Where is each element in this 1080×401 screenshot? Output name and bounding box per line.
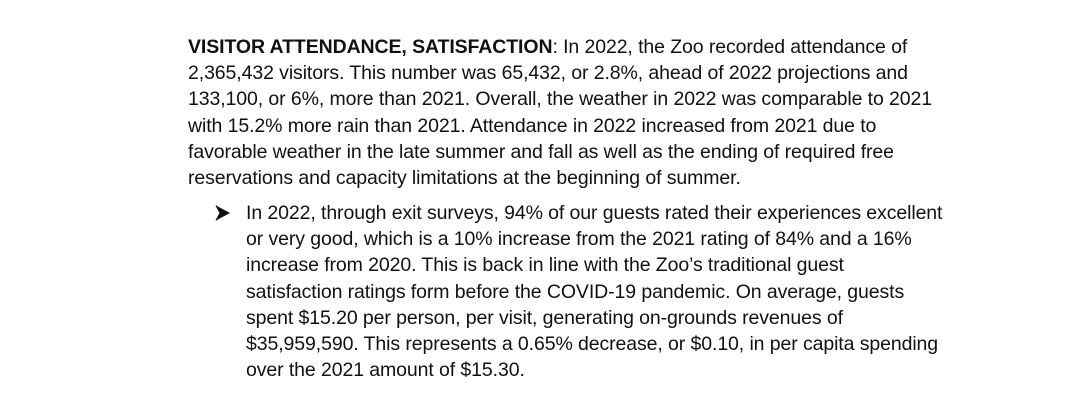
paragraph-line-6: reservations and capacity limitations at… [188, 167, 741, 190]
paragraph-line-text: : In 2022, the Zoo recorded attendance o… [552, 36, 908, 58]
bullet-line-6: $35,959,590. This represents a 0.65% dec… [246, 333, 939, 356]
paragraph-line-1: VISITOR ATTENDANCE, SATISFACTION: In 202… [188, 34, 1068, 60]
document-body: VISITOR ATTENDANCE, SATISFACTION: In 202… [188, 34, 1068, 381]
section-heading: VISITOR ATTENDANCE, SATISFACTION [188, 36, 553, 58]
bullet-line-7: over the 2021 amount of $15.30. [246, 359, 525, 382]
bullet-line-4: satisfaction ratings form before the COV… [246, 280, 905, 303]
attendance-paragraph: VISITOR ATTENDANCE, SATISFACTION: In 202… [188, 34, 1068, 191]
satisfaction-bullet: In 2022, through exit surveys, 94% of ou… [215, 200, 1026, 383]
bullet-text: In 2022, through exit surveys, 94% of ou… [246, 200, 1026, 383]
paragraph-line-2: 2,365,432 visitors. This number was 65,4… [188, 62, 908, 85]
bullet-line-5: spent $15.20 per person, per visit, gene… [246, 306, 843, 329]
paragraph-line-4: with 15.2% more rain than 2021. Attendan… [188, 114, 877, 137]
bullet-line-1: In 2022, through exit surveys, 94% of ou… [246, 202, 943, 224]
paragraph-line-3: 133,100, or 6%, more than 2021. Overall,… [188, 88, 933, 111]
arrow-bullet-icon [212, 200, 234, 226]
bullet-line-2: or very good, which is a 10% increase fr… [246, 228, 912, 251]
paragraph-line-5: favorable weather in the late summer and… [188, 140, 894, 163]
bullet-line-3: increase from 2020. This is back in line… [246, 254, 844, 277]
